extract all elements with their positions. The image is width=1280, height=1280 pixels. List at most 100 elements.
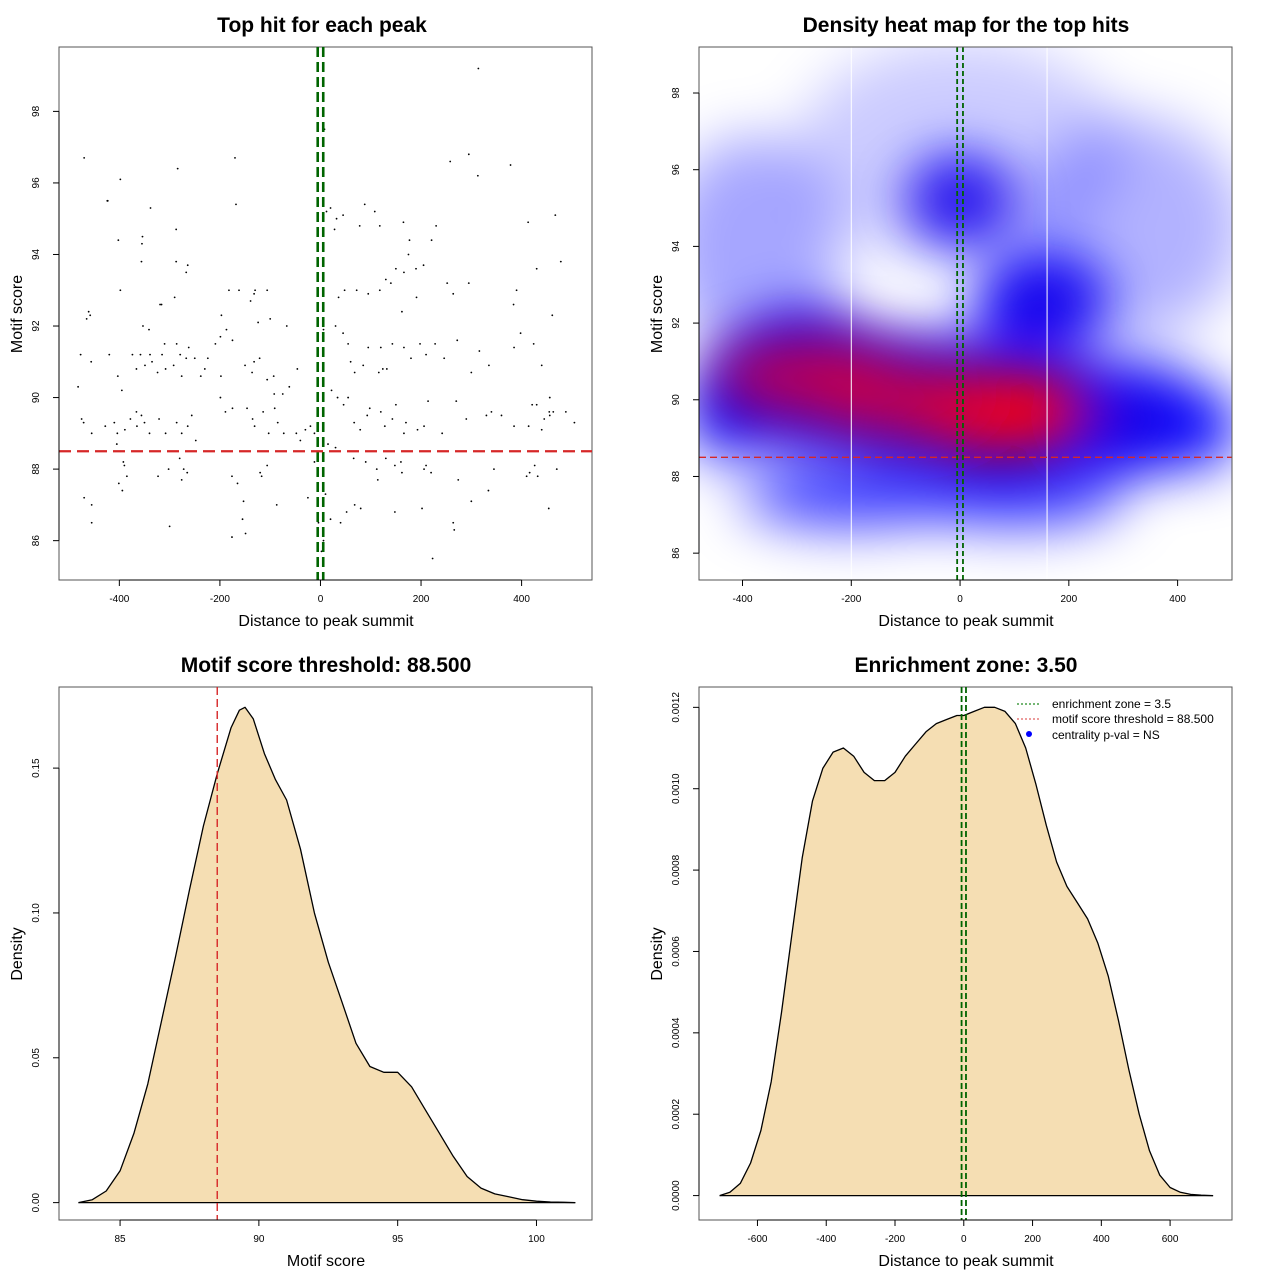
scatter-point — [342, 214, 344, 217]
scatter-point — [254, 289, 257, 292]
scatter-point — [187, 346, 190, 349]
scatter-point — [225, 328, 228, 331]
y-tick-label: 90 — [671, 394, 682, 406]
x-tick-label: 0 — [318, 594, 324, 605]
scatter-title: Top hit for each peak — [217, 14, 427, 37]
x-tick-label: 0 — [957, 594, 963, 605]
scatter-point — [160, 303, 163, 306]
y-tick-label: 90 — [31, 392, 42, 404]
scatter-point — [199, 375, 202, 378]
scatter-point — [158, 418, 160, 420]
scatter-point — [333, 228, 336, 231]
scatter-point — [175, 260, 178, 263]
scatter-point — [123, 464, 126, 467]
scatter-point — [364, 461, 367, 463]
scatter-point — [167, 468, 170, 471]
scatter-point — [180, 375, 183, 378]
scatter-point — [282, 432, 285, 435]
heatmap-hotspot — [986, 278, 1097, 329]
scatter-point — [334, 446, 337, 449]
x-tick-label: -600 — [747, 1234, 767, 1245]
scatter-point — [465, 418, 468, 420]
heatmap-density-blob — [699, 136, 841, 357]
scatter-point — [117, 239, 120, 242]
scatter-point — [266, 378, 269, 381]
scatter-point — [359, 428, 362, 431]
scatter-point — [313, 461, 316, 463]
scatter-point — [241, 518, 244, 521]
scatter-point — [419, 343, 421, 345]
scatter-point — [394, 267, 397, 270]
scatter-point — [415, 296, 418, 299]
distance-density-x-label: Distance to peak summit — [878, 1253, 1054, 1270]
scatter-point — [378, 224, 381, 227]
heatmap-hotspot-layer — [712, 175, 1179, 454]
y-tick-label: 0.0010 — [671, 773, 682, 804]
scatter-point — [401, 471, 403, 474]
scatter-point — [512, 303, 515, 306]
y-tick-label: 0.00 — [31, 1192, 42, 1212]
scatter-point — [366, 414, 369, 417]
legend-label: centrality p-val = NS — [1052, 728, 1160, 742]
scatter-point — [175, 228, 178, 231]
scatter-point — [533, 464, 536, 467]
scatter-point — [407, 253, 410, 256]
legend-blue-dot-icon — [1026, 731, 1032, 737]
scatter-point — [272, 375, 275, 378]
x-tick-label: 400 — [1093, 1234, 1110, 1245]
x-tick-label: 100 — [528, 1234, 545, 1245]
scatter-point — [117, 482, 120, 485]
scatter-point — [373, 210, 376, 213]
scatter-point — [185, 271, 188, 274]
scatter-point — [457, 478, 460, 481]
scatter-point — [231, 536, 233, 538]
scatter-point — [159, 303, 161, 306]
scatter-point — [352, 457, 355, 460]
scatter-point — [535, 403, 538, 406]
x-tick-label: 200 — [413, 594, 430, 605]
scatter-point — [378, 289, 381, 292]
scatter-point — [376, 478, 379, 481]
score-density-panel: Motif score threshold: 88.500 85 90 95 100 … — [9, 654, 593, 1270]
x-tick-label: 200 — [1060, 594, 1077, 605]
scatter-point — [322, 539, 325, 542]
scatter-point — [173, 296, 176, 299]
scatter-point — [525, 475, 528, 478]
scatter-point — [513, 346, 515, 349]
scatter-point — [220, 375, 222, 378]
score-density-x-label: Motif score — [287, 1253, 365, 1270]
scatter-point — [559, 260, 562, 263]
scatter-point — [313, 432, 316, 435]
scatter-point — [355, 289, 358, 292]
scatter-point — [141, 242, 143, 245]
scatter-point — [540, 428, 543, 431]
scatter-point — [377, 371, 380, 374]
heatmap-y-label: Motif score — [649, 275, 666, 353]
scatter-point — [515, 289, 518, 292]
scatter-point — [389, 282, 392, 284]
scatter-point — [416, 428, 419, 431]
density-curve — [78, 706, 576, 1204]
scatter-point — [548, 414, 551, 417]
scatter-point — [470, 371, 473, 374]
legend: enrichment zone = 3.5 motif score thresh… — [1017, 697, 1214, 742]
scatter-point — [324, 493, 327, 496]
y-tick-label: 0.10 — [31, 903, 42, 923]
scatter-point — [391, 418, 394, 420]
scatter-point — [135, 410, 138, 413]
scatter-point — [434, 343, 437, 345]
scatter-point — [276, 421, 279, 424]
scatter-point — [368, 407, 371, 410]
scatter-point — [175, 421, 178, 424]
scatter-point — [359, 507, 362, 510]
scatter-point — [180, 432, 183, 435]
scatter-point — [393, 464, 396, 467]
scatter-point — [430, 471, 432, 474]
scatter-point — [528, 471, 531, 474]
scatter-point — [266, 289, 269, 292]
scatter-point — [77, 385, 80, 388]
scatter-x-label: Distance to peak summit — [238, 613, 414, 630]
scatter-point — [425, 464, 427, 467]
scatter-point — [143, 421, 146, 424]
